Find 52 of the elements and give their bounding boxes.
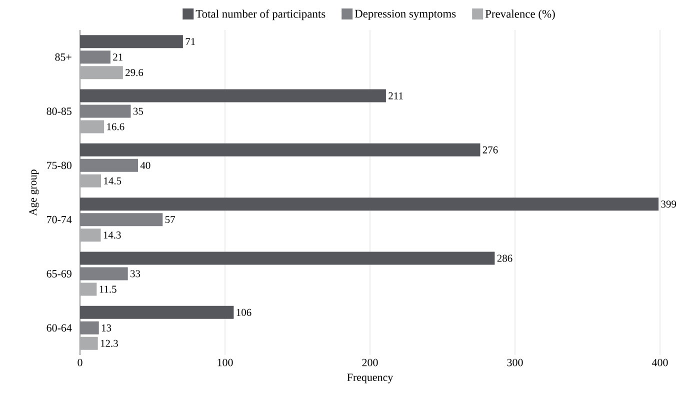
- x-tick-label: 100: [218, 358, 233, 366]
- y-tick-label: 65-69: [46, 270, 72, 278]
- data-label: 21: [113, 54, 122, 61]
- y-axis-title: Age group: [29, 170, 39, 216]
- bar: [80, 50, 110, 64]
- bar: [80, 104, 131, 118]
- y-tick-label: 70-74: [47, 216, 72, 224]
- legend-label: Depression symptoms: [354, 10, 456, 20]
- x-axis-title: Frequency: [347, 374, 394, 384]
- bar: [80, 120, 104, 134]
- bar: [80, 198, 659, 211]
- x-tick-label: 0: [78, 358, 82, 366]
- bar: [80, 174, 102, 188]
- data-label: 14.5: [104, 177, 122, 184]
- data-label: 14.3: [104, 232, 121, 239]
- legend-label: Total number of participants: [196, 10, 326, 20]
- bar: [80, 267, 128, 280]
- bar: [80, 89, 386, 102]
- y-tick-label: 85+: [55, 53, 72, 61]
- data-label: 71: [186, 38, 195, 46]
- bar: [80, 213, 163, 226]
- x-tick-label: 200: [362, 358, 378, 366]
- data-label: 211: [388, 92, 403, 100]
- x-tick-label: 400: [652, 358, 668, 366]
- data-label: 29.6: [126, 69, 144, 76]
- data-label: 12.3: [100, 340, 118, 347]
- bar: [80, 143, 480, 156]
- data-label: 399: [661, 200, 676, 208]
- bar: [80, 252, 495, 265]
- data-label: 276: [482, 146, 498, 154]
- y-tick-label: 60-64: [46, 324, 72, 332]
- data-label: 16.6: [107, 123, 124, 130]
- y-tick-label: 80-85: [46, 108, 72, 115]
- data-label: 106: [236, 308, 252, 316]
- data-label: 33: [130, 270, 140, 278]
- data-label: 35: [133, 108, 143, 115]
- y-tick-label: 75-80: [47, 162, 72, 170]
- legend-label: Prevalence (%): [485, 10, 555, 20]
- bar: [80, 66, 123, 80]
- bar: [80, 35, 183, 48]
- bar: [80, 336, 98, 350]
- bar: [80, 228, 101, 242]
- bar: [80, 158, 138, 172]
- data-label: 11.5: [100, 286, 116, 293]
- bar: [80, 306, 234, 319]
- x-tick-label: 300: [507, 358, 523, 366]
- data-label: 13: [102, 324, 112, 332]
- data-label: 286: [497, 254, 512, 262]
- data-label: 40: [140, 162, 150, 169]
- bar: [80, 282, 97, 296]
- data-label: 57: [165, 216, 176, 224]
- bar: [80, 321, 99, 334]
